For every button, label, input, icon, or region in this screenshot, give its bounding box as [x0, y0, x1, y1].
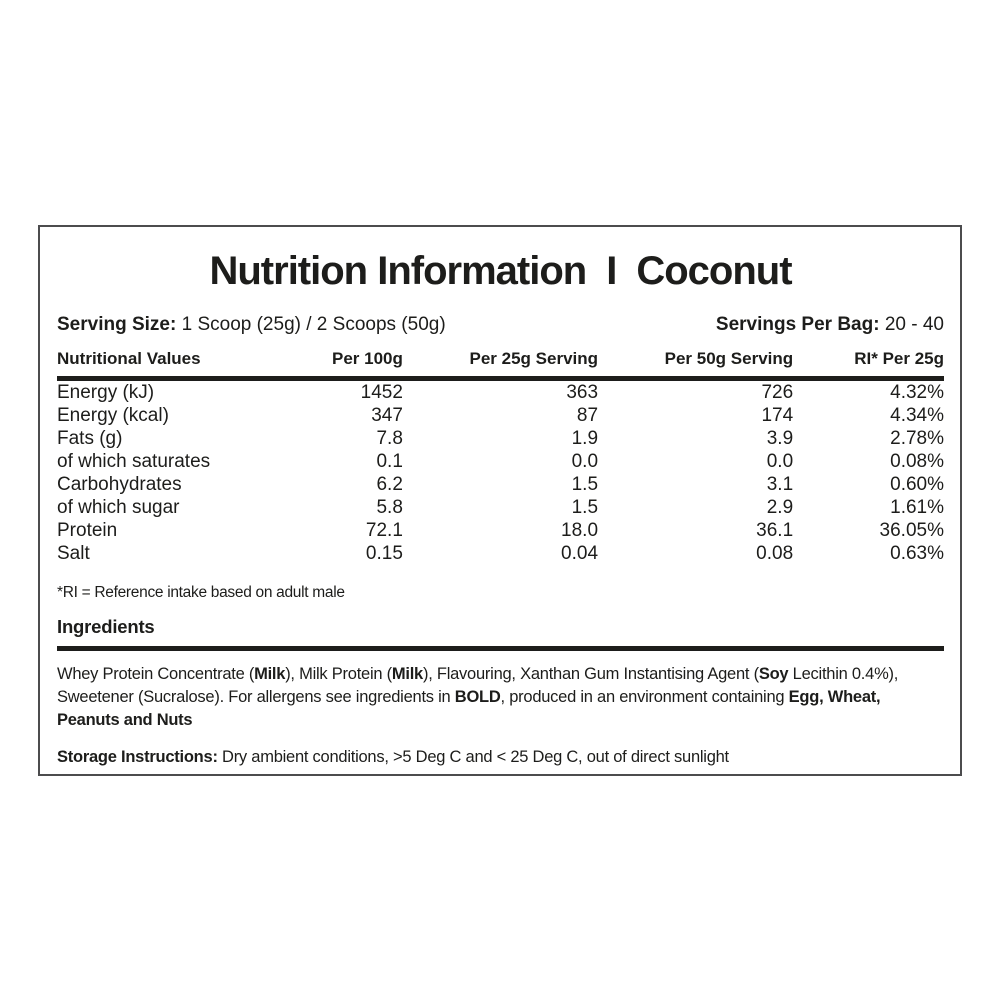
table-row: of which saturates 0.1 0.0 0.0 0.08% — [57, 450, 944, 473]
table-row: Energy (kJ) 1452 363 726 4.32% — [57, 379, 944, 405]
value-per-50g: 726 — [761, 382, 794, 403]
value-per-25g: 363 — [566, 382, 599, 403]
page-title: Nutrition Information I Coconut — [57, 247, 944, 295]
title-separator: I — [606, 249, 617, 293]
value-ri: 36.05% — [879, 520, 944, 541]
col-header-nutritional-values: Nutritional Values — [57, 349, 208, 381]
value-ri: 4.32% — [890, 382, 944, 403]
ingredients-divider-rule — [57, 646, 944, 651]
title-flavour: Coconut — [636, 249, 792, 293]
value-per-25g: 1.5 — [571, 497, 599, 518]
nutrient-name: Salt — [57, 543, 90, 564]
serving-row: Serving Size: 1 Scoop (25g) / 2 Scoops (… — [57, 313, 944, 337]
value-per-100g: 7.8 — [376, 428, 403, 449]
servings-per-bag-label: Servings Per Bag: — [715, 314, 880, 335]
value-per-25g: 18.0 — [561, 520, 599, 541]
value-per-50g: 174 — [761, 405, 794, 426]
value-per-100g: 72.1 — [365, 520, 403, 541]
col-header-per-25g: Per 25g Serving — [402, 349, 599, 381]
ingredients-heading: Ingredients — [57, 616, 155, 637]
value-per-50g: 36.1 — [756, 520, 794, 541]
value-per-25g: 0.04 — [561, 543, 599, 564]
nutrient-name: of which saturates — [57, 451, 211, 472]
nutrient-name: Energy (kJ) — [57, 382, 155, 403]
col-header-ri-per-25g: RI* Per 25g — [793, 349, 944, 381]
nutrition-table-header: Nutritional Values Per 100g Per 25g Serv… — [57, 349, 944, 381]
value-per-50g: 3.9 — [766, 428, 794, 449]
panel-inner: Nutrition Information I Coconut Serving Si… — [40, 247, 960, 768]
table-row: of which sugar 5.8 1.5 2.9 1.61% — [57, 496, 944, 519]
storage-instructions: Storage Instructions: Dry ambient condit… — [57, 747, 944, 768]
value-ri: 2.78% — [890, 428, 944, 449]
value-ri: 0.63% — [890, 543, 944, 564]
value-per-100g: 6.2 — [376, 474, 403, 495]
table-row: Protein 72.1 18.0 36.1 36.05% — [57, 519, 944, 542]
table-row: Energy (kcal) 347 87 174 4.34% — [57, 404, 944, 427]
storage-text: Dry ambient conditions, >5 Deg C and < 2… — [217, 748, 729, 766]
value-per-50g: 0.08 — [756, 543, 794, 564]
value-per-100g: 0.15 — [365, 543, 403, 564]
value-per-100g: 1452 — [360, 382, 403, 403]
value-per-25g: 1.5 — [571, 474, 599, 495]
value-per-25g: 1.9 — [571, 428, 599, 449]
value-per-50g: 2.9 — [766, 497, 794, 518]
value-per-25g: 87 — [576, 405, 599, 426]
serving-size-label: Serving Size: — [57, 314, 177, 335]
value-per-100g: 347 — [371, 405, 403, 426]
value-ri: 1.61% — [890, 497, 944, 518]
value-per-25g: 0.0 — [571, 451, 599, 472]
serving-size-value: 1 Scoop (25g) / 2 Scoops (50g) — [176, 314, 446, 335]
servings-per-bag-value: 20 - 40 — [879, 314, 944, 335]
nutrient-name: of which sugar — [57, 497, 180, 518]
col-header-per-50g: Per 50g Serving — [598, 349, 794, 381]
nutrient-name: Carbohydrates — [57, 474, 182, 495]
ingredients-text: Whey Protein Concentrate (Milk), Milk Pr… — [57, 665, 899, 729]
value-per-100g: 5.8 — [376, 497, 403, 518]
nutrition-table: Nutritional Values Per 100g Per 25g Serv… — [57, 349, 944, 565]
value-per-50g: 3.1 — [766, 474, 794, 495]
servings-per-bag: Servings Per Bag: 20 - 40 — [716, 313, 944, 337]
value-ri: 0.08% — [890, 451, 944, 472]
value-ri: 0.60% — [890, 474, 944, 495]
table-row: Carbohydrates 6.2 1.5 3.1 0.60% — [57, 473, 944, 496]
title-product-info: Nutrition Information — [209, 249, 587, 293]
nutrition-label-panel: Nutrition Information I Coconut Serving Si… — [38, 225, 962, 776]
serving-size: Serving Size: 1 Scoop (25g) / 2 Scoops (… — [57, 313, 446, 337]
table-row: Fats (g) 7.8 1.9 3.9 2.78% — [57, 427, 944, 450]
value-per-50g: 0.0 — [766, 451, 794, 472]
nutrient-name: Fats (g) — [57, 428, 123, 449]
table-row: Salt 0.15 0.04 0.08 0.63% — [57, 542, 944, 565]
nutrient-name: Protein — [57, 520, 118, 541]
col-header-per-100g: Per 100g — [207, 349, 403, 381]
nutrient-name: Energy (kcal) — [57, 405, 169, 426]
value-ri: 4.34% — [890, 405, 944, 426]
nutrition-table-body: Energy (kJ) 1452 363 726 4.32% Energy (k… — [57, 379, 944, 566]
storage-label: Storage Instructions: — [57, 748, 218, 766]
ri-footnote: *RI = Reference intake based on adult ma… — [57, 584, 345, 601]
value-per-100g: 0.1 — [376, 451, 403, 472]
